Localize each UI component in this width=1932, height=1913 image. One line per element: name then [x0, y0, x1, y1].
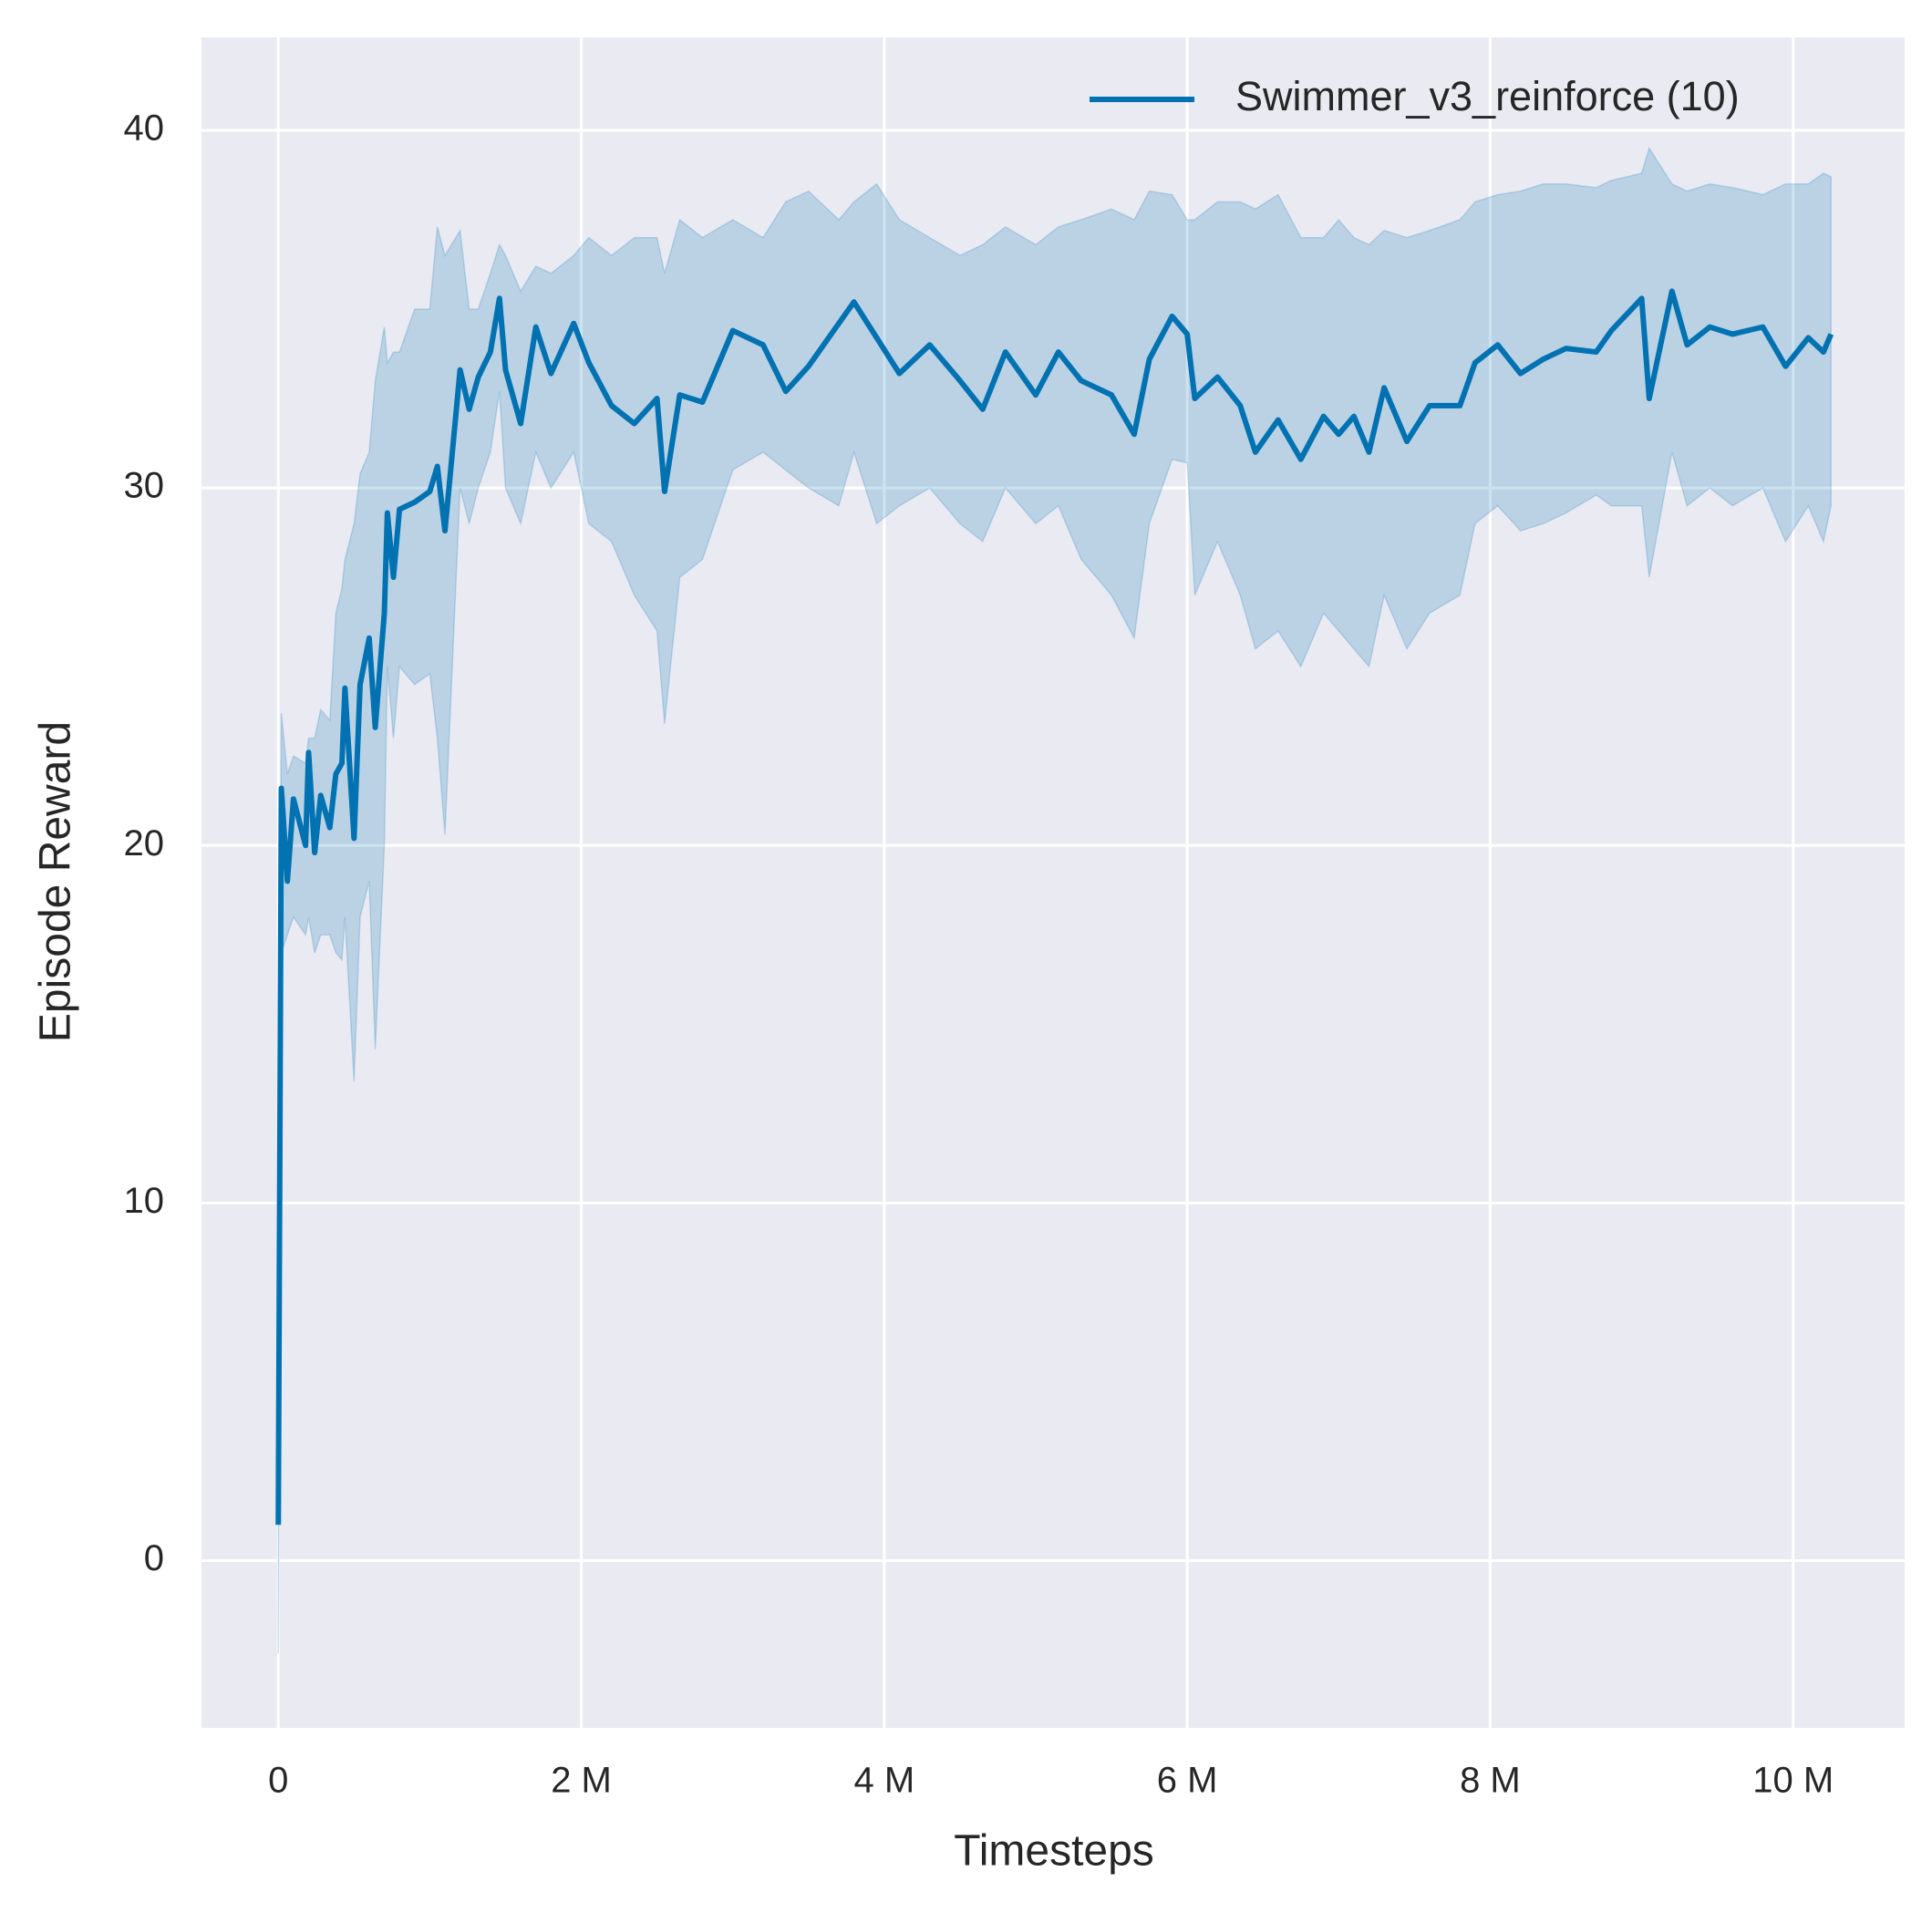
- x-tick-label: 8 M: [1460, 1761, 1521, 1801]
- legend: Swimmer_v3_reinforce (10): [1090, 73, 1740, 119]
- y-tick-label: 0: [144, 1538, 164, 1578]
- confidence-band: [277, 146, 1832, 1654]
- x-tick-label: 10 M: [1752, 1761, 1834, 1801]
- y-axis-label: Episode Reward: [32, 721, 80, 1042]
- y-tick-label: 30: [124, 466, 165, 506]
- legend-label: Swimmer_v3_reinforce (10): [1235, 73, 1740, 119]
- y-tick-label: 40: [124, 109, 165, 149]
- x-tick-label: 4 M: [853, 1761, 914, 1801]
- series-line: [275, 288, 1834, 1525]
- x-tick-label: 6 M: [1157, 1761, 1218, 1801]
- x-tick-label: 0: [268, 1761, 288, 1801]
- x-tick-label: 2 M: [551, 1761, 612, 1801]
- y-tick-label: 20: [124, 823, 165, 863]
- y-tick-label: 10: [124, 1181, 165, 1221]
- x-axis-label: Timesteps: [954, 1827, 1154, 1876]
